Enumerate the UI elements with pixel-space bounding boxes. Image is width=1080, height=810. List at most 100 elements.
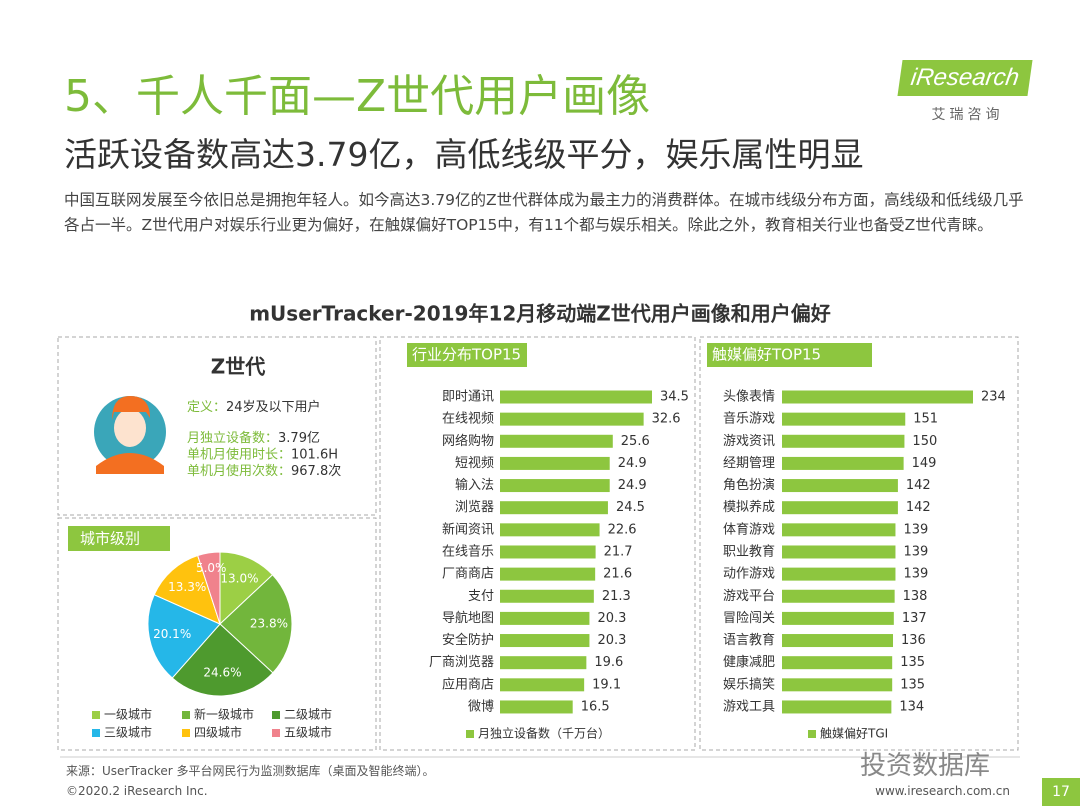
value-label: 20.3 bbox=[597, 611, 626, 626]
pie-title-box bbox=[68, 526, 170, 551]
bar bbox=[782, 412, 906, 426]
category-label: 输入法 bbox=[455, 477, 494, 493]
bar-title-box bbox=[707, 343, 872, 367]
value-label: 22.6 bbox=[608, 522, 637, 537]
bar bbox=[782, 567, 896, 581]
category-label: 支付 bbox=[468, 589, 494, 604]
bar bbox=[782, 611, 894, 625]
avatar bbox=[94, 396, 166, 474]
subtitle: 活跃设备数高达3.79亿，高低线级平分，娱乐属性明显 bbox=[64, 135, 864, 174]
value-label: 19.1 bbox=[592, 677, 621, 692]
stat-value: 3.79亿 bbox=[278, 431, 320, 446]
legend-label: 一级城市 bbox=[104, 707, 152, 722]
value-label: 151 bbox=[913, 412, 938, 427]
bar bbox=[782, 678, 893, 692]
stat-value: 101.6H bbox=[291, 447, 338, 462]
category-label: 安全防护 bbox=[442, 632, 494, 648]
category-label: 模拟养成 bbox=[723, 499, 775, 515]
pie-slice bbox=[171, 623, 274, 697]
value-label: 139 bbox=[903, 522, 928, 537]
bar bbox=[782, 390, 973, 404]
value-label: 24.5 bbox=[616, 500, 645, 515]
category-label: 网络购物 bbox=[442, 433, 494, 449]
legend-swatch bbox=[272, 729, 280, 737]
value-label: 34.5 bbox=[660, 390, 689, 405]
pie-slice bbox=[153, 554, 221, 625]
panels bbox=[57, 336, 1019, 751]
category-label: 体育游戏 bbox=[723, 521, 775, 537]
definition-label: 定义： bbox=[187, 400, 226, 415]
bar bbox=[782, 456, 904, 470]
legend-swatch bbox=[272, 711, 280, 719]
pie-slice bbox=[219, 551, 274, 626]
source: 来源：UserTracker 多平台网民行为监测数据库（桌面及智能终端）。 bbox=[66, 764, 435, 778]
legend-label: 五级城市 bbox=[284, 725, 332, 740]
bar bbox=[782, 589, 895, 603]
pie-label: 13.0% bbox=[220, 572, 258, 586]
bar bbox=[500, 523, 600, 537]
category-label: 即时通讯 bbox=[442, 390, 494, 405]
category-label: 导航地图 bbox=[442, 610, 494, 626]
bar bbox=[500, 456, 610, 470]
value-label: 135 bbox=[900, 655, 925, 670]
stat: 月独立设备数：3.79亿 bbox=[187, 430, 320, 446]
copyright: ©2020.2 iResearch Inc. bbox=[66, 784, 208, 798]
bar bbox=[782, 634, 894, 648]
bar bbox=[500, 589, 594, 603]
bar bbox=[782, 434, 905, 448]
bar-title-box bbox=[407, 343, 527, 367]
bar bbox=[500, 434, 613, 448]
category-label: 娱乐搞笑 bbox=[723, 676, 775, 692]
bar bbox=[500, 611, 590, 625]
pie-label: 13.3% bbox=[168, 580, 206, 594]
legend-label: 新一级城市 bbox=[194, 707, 254, 722]
pie-slice bbox=[197, 551, 221, 625]
value-label: 134 bbox=[899, 699, 924, 714]
pie-slice bbox=[147, 594, 221, 679]
bar bbox=[500, 412, 644, 426]
bar bbox=[782, 700, 892, 714]
category-label: 语言教育 bbox=[723, 632, 775, 648]
category-label: 厂商浏览器 bbox=[429, 654, 494, 670]
stat-value: 967.8次 bbox=[291, 463, 341, 479]
stat: 单机月使用时长：101.6H bbox=[187, 446, 338, 462]
stat-label: 单机月使用时长： bbox=[187, 446, 291, 462]
category-label: 冒险闯关 bbox=[723, 611, 775, 626]
category-label: 游戏平台 bbox=[723, 589, 775, 604]
category-label: 短视频 bbox=[455, 456, 494, 471]
category-label: 经期管理 bbox=[723, 456, 775, 471]
category-label: 应用商店 bbox=[442, 676, 494, 692]
pie-label: 5.0% bbox=[196, 561, 227, 575]
category-label: 音乐游戏 bbox=[723, 411, 775, 427]
pie-title: 城市级别 bbox=[80, 530, 140, 548]
bar bbox=[782, 656, 893, 670]
value-label: 142 bbox=[906, 478, 931, 493]
category-label: 游戏资讯 bbox=[723, 434, 775, 449]
pie-label: 23.8% bbox=[250, 616, 288, 630]
legend-swatch bbox=[92, 711, 100, 719]
legend-label: 月独立设备数（千万台） bbox=[478, 726, 610, 741]
category-label: 健康减肥 bbox=[723, 654, 775, 670]
profile-title: Z世代 bbox=[211, 355, 266, 379]
bar bbox=[782, 501, 898, 515]
watermark: 投资数据库 bbox=[860, 751, 991, 781]
value-label: 149 bbox=[912, 456, 937, 471]
legend-label: 四级城市 bbox=[194, 725, 242, 740]
bar bbox=[782, 545, 896, 559]
category-label: 游戏工具 bbox=[723, 699, 775, 714]
value-label: 16.5 bbox=[581, 699, 610, 714]
value-label: 25.6 bbox=[621, 434, 650, 449]
value-label: 135 bbox=[900, 677, 925, 692]
definition: 定义：24岁及以下用户 bbox=[187, 399, 321, 415]
value-label: 21.3 bbox=[602, 589, 631, 604]
value-label: 32.6 bbox=[652, 412, 681, 427]
bar bbox=[500, 501, 608, 515]
legend-label: 触媒偏好TGI bbox=[820, 726, 888, 741]
category-label: 在线音乐 bbox=[442, 543, 494, 559]
bar-title: 行业分布TOP15 bbox=[412, 346, 521, 364]
value-label: 139 bbox=[903, 544, 928, 559]
value-label: 139 bbox=[903, 567, 928, 582]
bar bbox=[782, 479, 898, 493]
category-label: 在线视频 bbox=[442, 412, 494, 427]
category-label: 厂商商店 bbox=[442, 567, 494, 582]
